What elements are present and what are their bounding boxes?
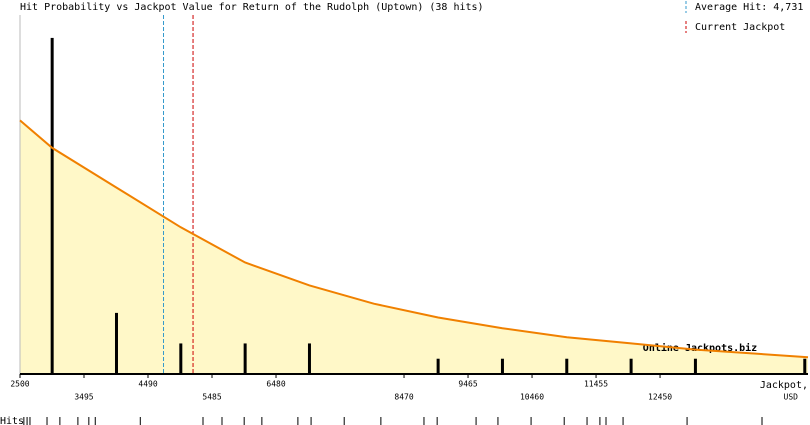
bar: [307, 343, 311, 374]
bar: [243, 343, 247, 374]
x-tick-label: 11455: [584, 380, 608, 389]
x-tick-label: 10460: [520, 393, 544, 402]
curve-line: [19, 119, 809, 359]
x-axis-label: Jackpot,: [760, 380, 808, 391]
chart-title: Hit Probability vs Jackpot Value for Ret…: [20, 2, 484, 13]
bar: [629, 358, 633, 374]
x-tick-label: 12450: [648, 393, 672, 402]
legend-label: Current Jackpot: [695, 22, 785, 33]
x-tick-label: 8470: [394, 393, 413, 402]
bar: [693, 358, 697, 374]
x-tick-label: 5485: [202, 393, 221, 402]
x-tick-label: 4490: [138, 380, 157, 389]
x-tick-label: 6480: [266, 380, 285, 389]
bar: [50, 37, 54, 375]
bar: [179, 343, 183, 374]
legend-label: Average Hit: 4,731: [695, 2, 803, 13]
bar: [114, 312, 118, 374]
x-tick-label: 3495: [74, 393, 93, 402]
rug-label: Hits: [0, 416, 24, 425]
bar: [803, 358, 807, 374]
x-tick-label: 2500: [10, 380, 29, 389]
x-tick-label: 9465: [458, 380, 477, 389]
bar: [565, 358, 569, 374]
curve-area: [20, 120, 808, 375]
x-axis-label: USD: [784, 393, 799, 402]
bar: [500, 358, 504, 374]
bar: [436, 358, 440, 374]
